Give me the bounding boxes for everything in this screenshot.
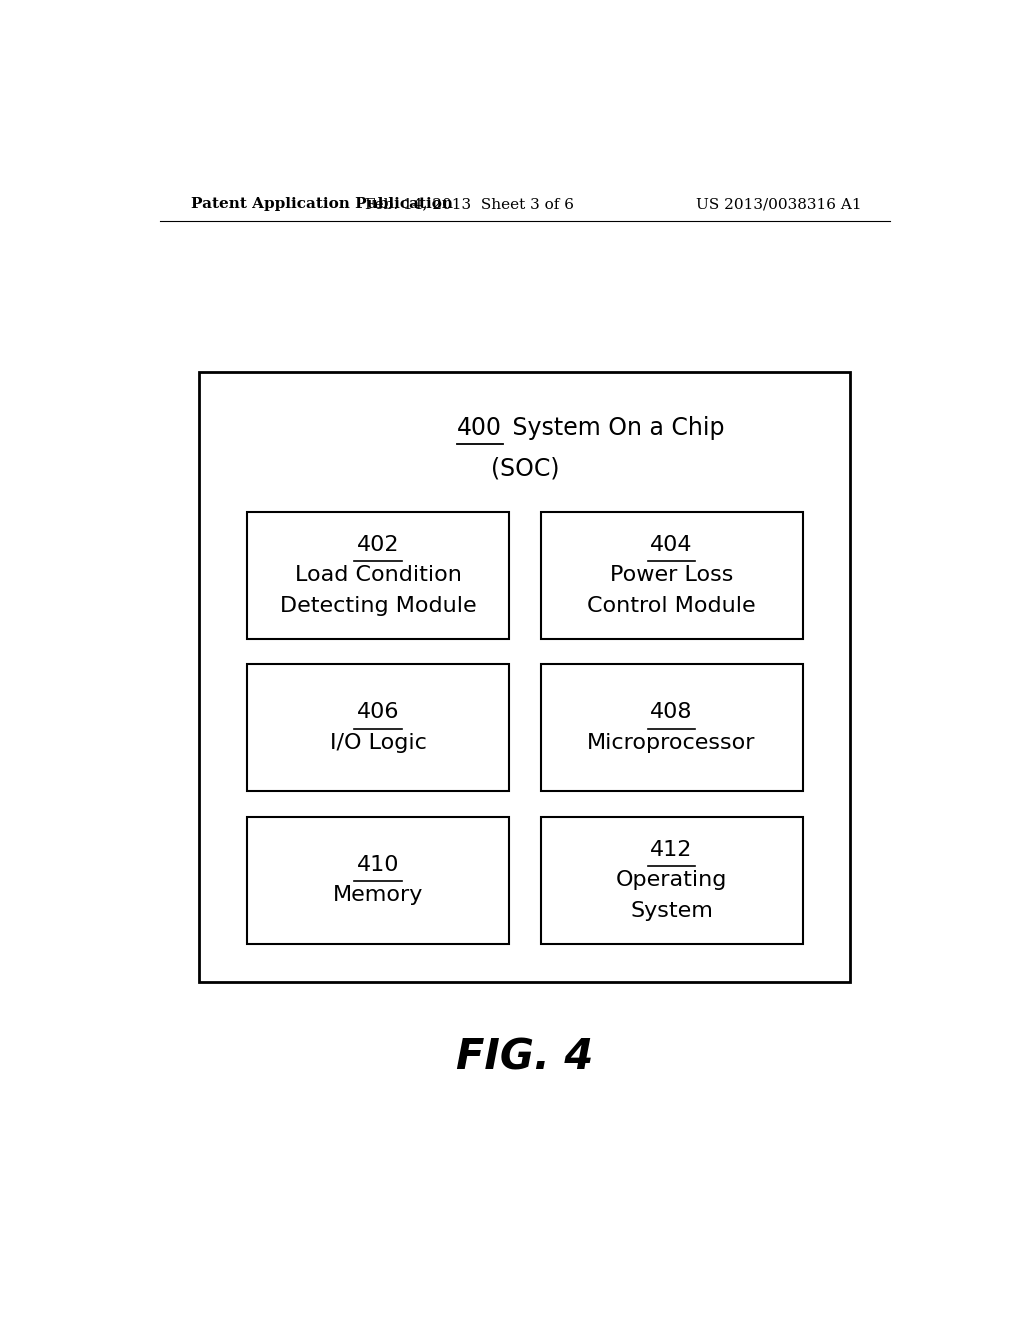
Text: 410: 410 [356,855,399,875]
Text: Feb. 14, 2013  Sheet 3 of 6: Feb. 14, 2013 Sheet 3 of 6 [365,197,573,211]
Text: I/O Logic: I/O Logic [330,733,426,752]
Text: 404: 404 [650,535,693,554]
Text: Control Module: Control Module [588,595,756,615]
Bar [541,512,803,639]
Text: Microprocessor: Microprocessor [588,733,756,752]
Text: Operating: Operating [615,870,727,890]
Text: 402: 402 [356,535,399,554]
Text: Load Condition: Load Condition [295,565,462,585]
Text: US 2013/0038316 A1: US 2013/0038316 A1 [696,197,861,211]
Bar [247,664,509,791]
Text: Patent Application Publication: Patent Application Publication [191,197,454,211]
Text: Memory: Memory [333,886,423,906]
Bar [247,817,509,944]
Text: FIG. 4: FIG. 4 [456,1038,594,1078]
Text: 408: 408 [650,702,693,722]
Text: Power Loss: Power Loss [610,565,733,585]
Text: Detecting Module: Detecting Module [280,595,476,615]
Text: System: System [630,900,713,920]
Text: System On a Chip: System On a Chip [505,416,724,440]
Bar [541,664,803,791]
Bar [247,512,509,639]
Bar [200,372,850,982]
Text: (SOC): (SOC) [490,457,559,480]
Text: 400: 400 [458,416,503,440]
Bar [541,817,803,944]
Text: 406: 406 [356,702,399,722]
Text: 412: 412 [650,840,693,859]
